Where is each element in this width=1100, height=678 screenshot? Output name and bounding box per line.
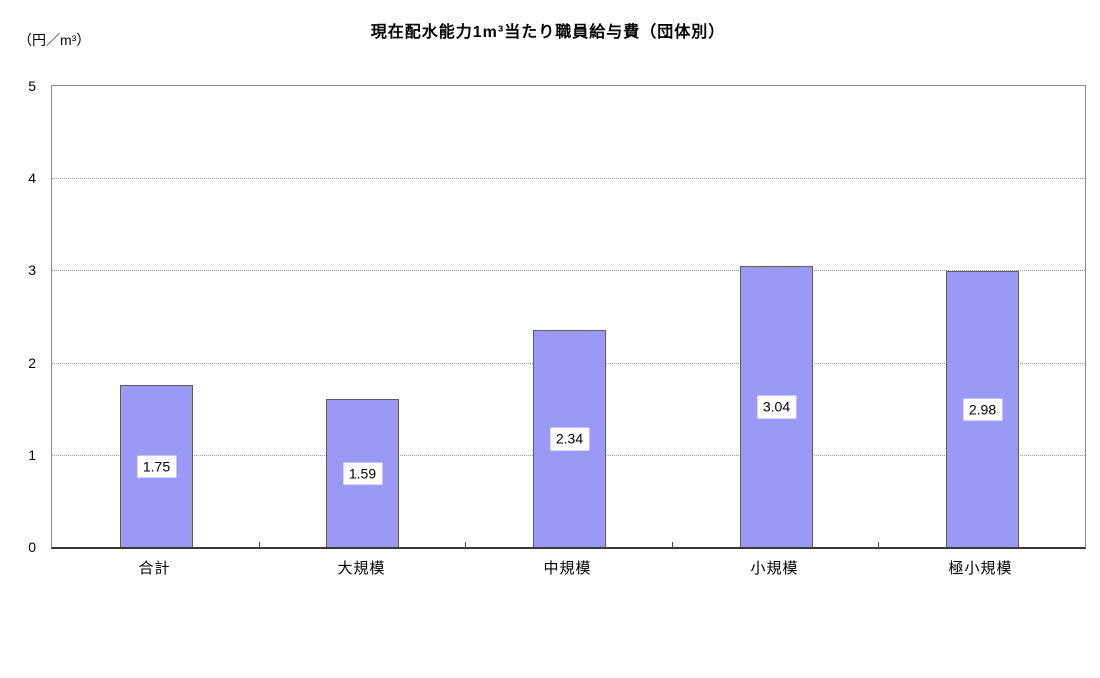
- bar: 2.98: [946, 271, 1019, 547]
- plot-area: 1.75 1.59 2.34 3.04 2.98: [51, 85, 1086, 549]
- bar-value-label: 3.04: [756, 395, 797, 419]
- bar: 1.59: [326, 399, 399, 547]
- x-axis-boundary-tick: [259, 542, 260, 547]
- x-category-label: 大規模: [337, 560, 386, 577]
- x-axis-boundary-tick: [465, 542, 466, 547]
- chart-title: 現在配水能力1m³当たり職員給与費（団体別）: [370, 24, 726, 41]
- bar-value-label: 2.98: [962, 398, 1003, 421]
- x-category-label: 小規模: [750, 560, 799, 577]
- gridline-y-4: [52, 178, 1085, 180]
- gridline-y-3: [52, 270, 1085, 272]
- x-category-label: 合計: [138, 560, 171, 577]
- bar-value-label: 1.75: [136, 455, 177, 478]
- y-tick-label: 3: [28, 262, 36, 279]
- y-tick-label: 2: [28, 354, 36, 371]
- y-tick-label: 0: [28, 539, 36, 555]
- x-category-label: 中規模: [543, 560, 592, 577]
- bar-value-label: 1.59: [342, 462, 383, 485]
- x-axis-boundary-tick: [878, 542, 879, 547]
- y-tick-label: 1: [28, 446, 36, 463]
- bar-value-label: 2.34: [549, 427, 590, 451]
- bar: 3.04: [740, 266, 813, 547]
- y-tick-label: 5: [28, 78, 36, 94]
- x-axis-boundary-tick: [672, 542, 673, 547]
- bar: 1.75: [120, 385, 193, 547]
- y-tick-label: 4: [28, 170, 36, 187]
- bar: 2.34: [533, 330, 606, 547]
- x-category-label: 極小規模: [948, 560, 1013, 577]
- y-axis-unit-label: （円／m³）: [18, 32, 91, 48]
